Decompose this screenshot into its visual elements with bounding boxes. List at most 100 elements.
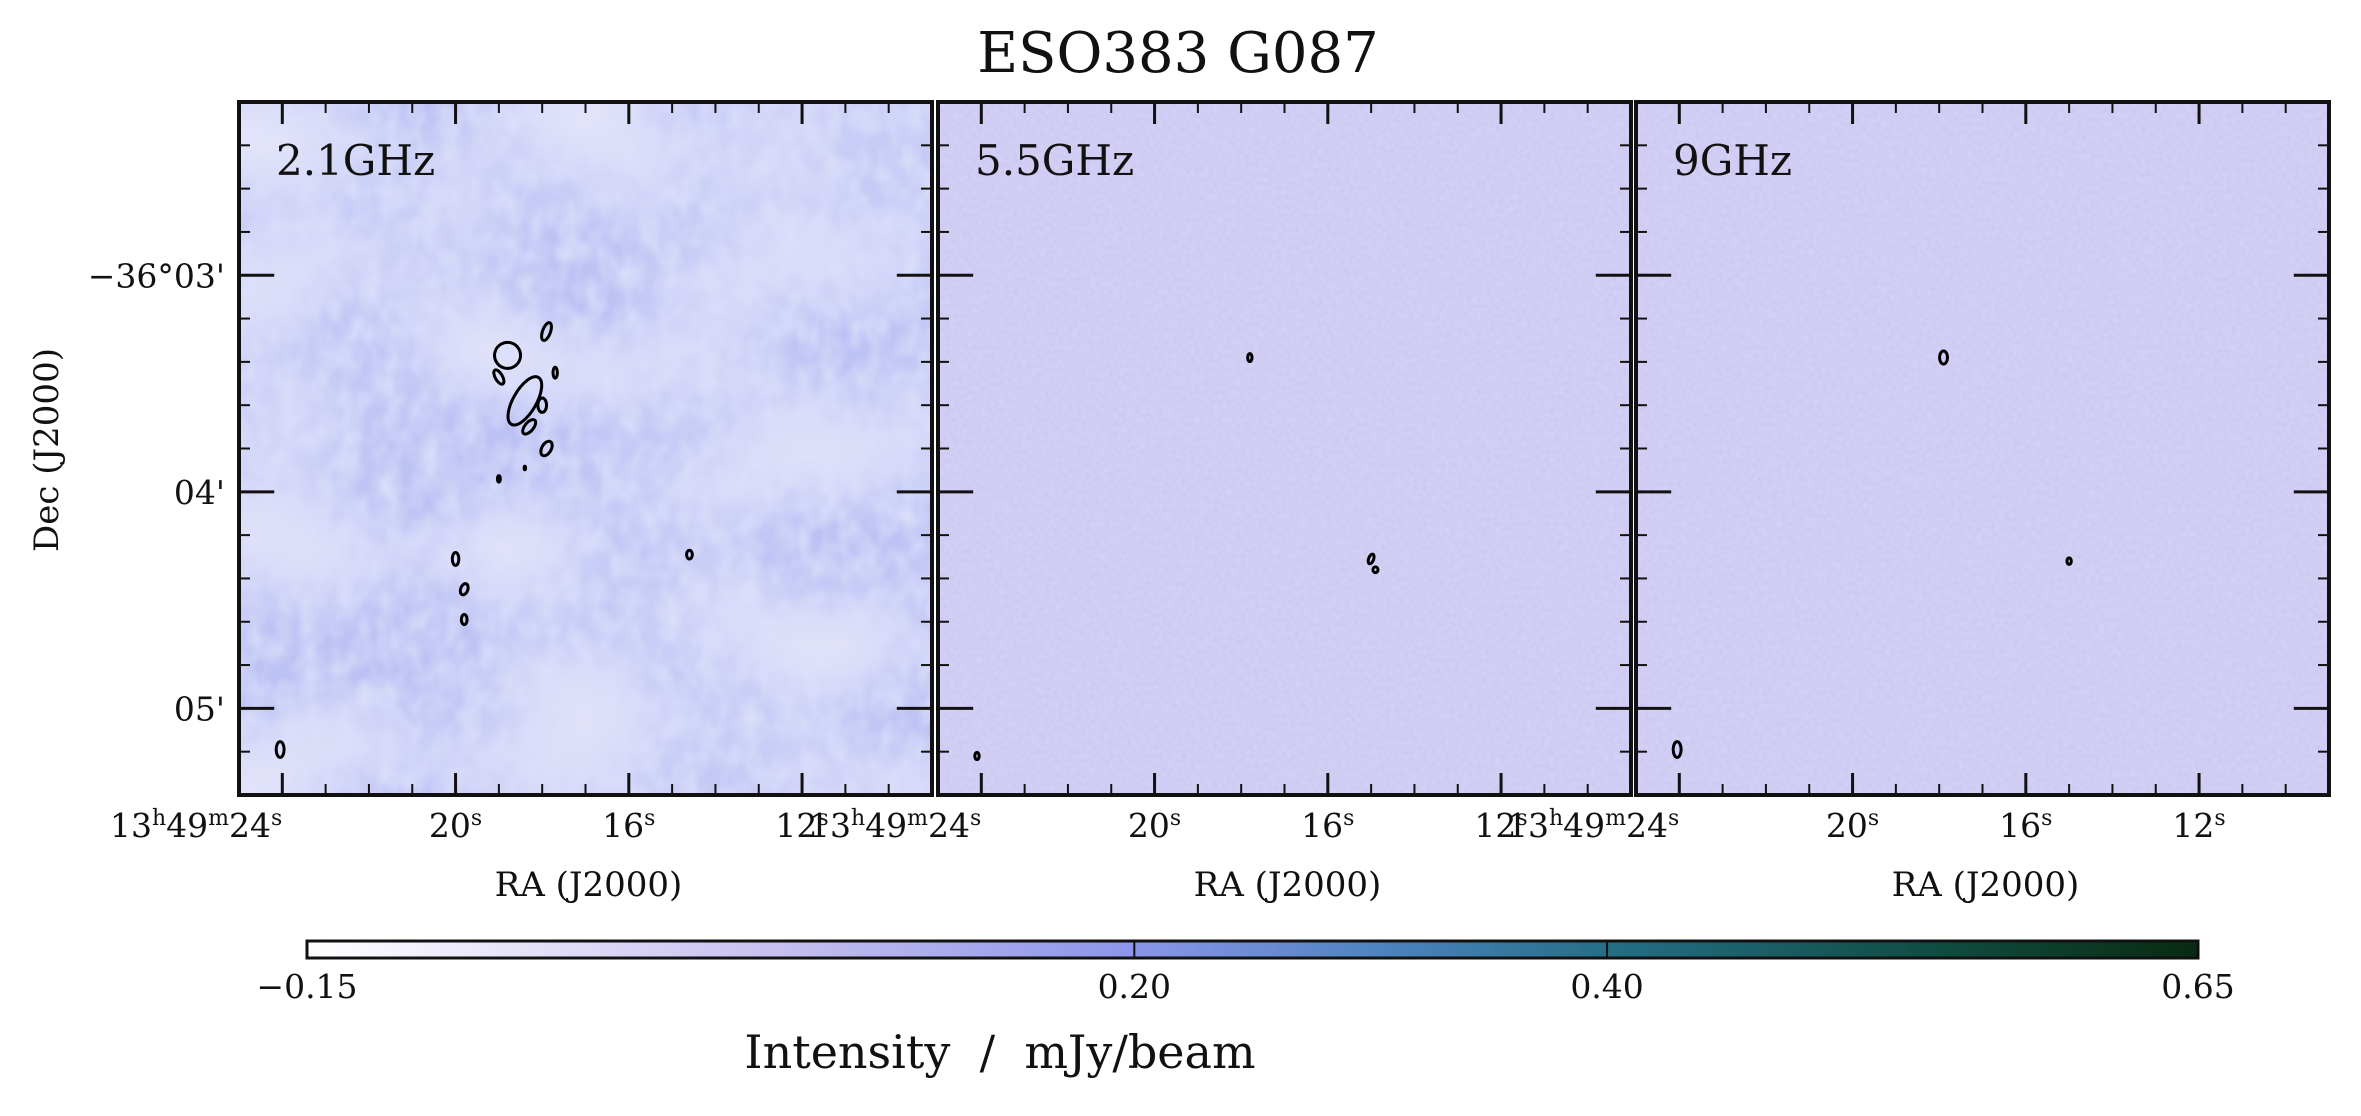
contour: [521, 418, 538, 436]
unit-superscript: s: [1868, 806, 1879, 831]
contour: [536, 396, 549, 414]
y-tick-label: 04': [174, 473, 225, 512]
unit-superscript: h: [1549, 806, 1563, 831]
contours: [1938, 349, 2073, 566]
unit-superscript: m: [907, 806, 928, 831]
tick-value: 12: [2172, 806, 2214, 845]
contour: [495, 474, 502, 484]
contour: [492, 368, 506, 386]
panel-image: [239, 102, 932, 795]
unit-superscript: s: [2214, 806, 2225, 831]
tick-value: 49: [865, 806, 907, 845]
x-axis-label: RA (J2000): [1194, 865, 1382, 905]
unit-superscript: s: [2041, 806, 2052, 831]
tick-value: 20: [1826, 806, 1868, 845]
contours: [1246, 352, 1380, 575]
contour: [2065, 556, 2073, 566]
panel-image: [938, 102, 1631, 795]
colorbar-tick-label: 0.65: [2161, 967, 2234, 1006]
tick-value: 16: [1999, 806, 2041, 845]
image-noise: [1636, 102, 2329, 795]
contour: [459, 613, 469, 627]
beam-ellipse: [274, 740, 286, 759]
contour: [685, 548, 694, 561]
unit-superscript: s: [271, 806, 282, 831]
contour: [1366, 552, 1376, 566]
tick-value: 16: [1301, 806, 1343, 845]
colorbar-tick-label: 0.20: [1098, 967, 1171, 1006]
image-noise: [938, 102, 1631, 795]
x-tick-label: 16s: [1301, 806, 1354, 845]
x-tick-label: 12s: [775, 806, 828, 845]
tick-value: 49: [166, 806, 208, 845]
contour: [1938, 349, 1949, 366]
colorbar: −0.15 0.20 0.40 0.65: [256, 939, 2235, 1006]
contour: [506, 375, 544, 427]
panel-label: 9GHz: [1673, 136, 1792, 185]
image-noise: [239, 102, 932, 795]
colorbar-label: Intensity / mJy/beam: [744, 1025, 1255, 1079]
tick-value: 12: [775, 806, 817, 845]
tick-value: 13: [110, 806, 152, 845]
unit-superscript: s: [1170, 806, 1181, 831]
tick-value: 24: [229, 806, 271, 845]
unit-superscript: s: [1668, 806, 1679, 831]
x-tick-label: 16s: [1999, 806, 2052, 845]
contour: [450, 550, 461, 567]
contour: [539, 439, 554, 458]
panel-label: 2.1GHz: [276, 136, 435, 185]
x-tick-label: 13h49m24s: [809, 806, 981, 845]
tick-value: 13: [1507, 806, 1549, 845]
beam-ellipse: [973, 750, 981, 762]
tick-value: 24: [928, 806, 970, 845]
contours: [450, 321, 694, 627]
unit-superscript: s: [471, 806, 482, 831]
x-tick-label: 12s: [1474, 806, 1527, 845]
unit-superscript: m: [208, 806, 229, 831]
tick-value: 20: [1128, 806, 1170, 845]
contour: [458, 582, 470, 597]
x-tick-label: 16s: [602, 806, 655, 845]
contour: [540, 321, 553, 342]
unit-superscript: h: [152, 806, 166, 831]
tick-value: 16: [602, 806, 644, 845]
beam-ellipse: [1671, 740, 1683, 759]
unit-superscript: h: [851, 806, 865, 831]
figure-title: ESO383 G087: [977, 21, 1378, 86]
x-axis-label: RA (J2000): [495, 865, 683, 905]
unit-superscript: m: [1605, 806, 1626, 831]
x-axis-label: RA (J2000): [1892, 865, 2080, 905]
x-tick-label: 12s: [2172, 806, 2225, 845]
contour: [522, 464, 528, 472]
unit-superscript: s: [644, 806, 655, 831]
contour: [1371, 565, 1380, 575]
colorbar-tick-label: 0.40: [1570, 967, 1643, 1006]
x-tick-label: 20s: [1826, 806, 1879, 845]
tick-value: 13: [809, 806, 851, 845]
contour: [1246, 352, 1254, 364]
y-tick-label: 05': [174, 689, 225, 728]
x-tick-label: 13h49m24s: [1507, 806, 1679, 845]
colorbar-tick-label: −0.15: [256, 967, 357, 1006]
tick-value: 49: [1563, 806, 1605, 845]
y-tick-label: −36°03': [88, 256, 225, 295]
unit-superscript: s: [817, 806, 828, 831]
contour: [493, 340, 523, 370]
tick-value: 20: [429, 806, 471, 845]
tick-value: 24: [1626, 806, 1668, 845]
x-tick-label: 20s: [1128, 806, 1181, 845]
unit-superscript: s: [1343, 806, 1354, 831]
panel-label: 5.5GHz: [975, 136, 1134, 185]
x-tick-label: 13h49m24s: [110, 806, 282, 845]
y-axis-label: Dec (J2000): [27, 348, 67, 552]
x-tick-label: 20s: [429, 806, 482, 845]
panel-image: [1636, 102, 2329, 795]
colorbar-bar: [305, 939, 2200, 960]
contour: [551, 365, 559, 380]
unit-superscript: s: [970, 806, 981, 831]
unit-superscript: s: [1516, 806, 1527, 831]
